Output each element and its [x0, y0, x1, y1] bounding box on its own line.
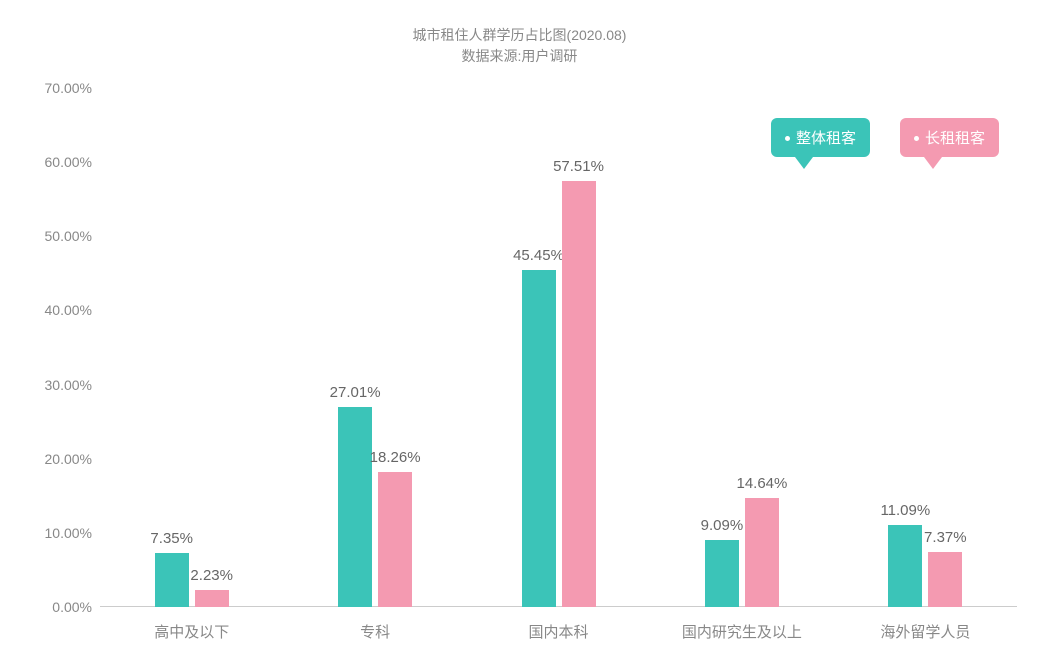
bar[interactable]: 9.09%: [705, 540, 739, 607]
bar-pair: 27.01%18.26%: [283, 88, 466, 607]
bar-group: 45.45%57.51%国内本科: [467, 88, 650, 607]
y-tick-label: 70.00%: [22, 80, 92, 96]
x-tick-label: 专科: [283, 621, 466, 642]
y-tick-label: 40.00%: [22, 302, 92, 318]
bar[interactable]: 2.23%: [195, 590, 229, 607]
x-tick-label: 高中及以下: [100, 621, 283, 642]
bar-value-label: 14.64%: [736, 475, 787, 492]
bar[interactable]: 7.37%: [928, 552, 962, 607]
x-tick-label: 海外留学人员: [834, 621, 1017, 642]
bar-value-label: 9.09%: [701, 517, 744, 534]
bar-value-label: 57.51%: [553, 158, 604, 175]
y-tick-label: 20.00%: [22, 451, 92, 467]
bar-groups: 7.35%2.23%高中及以下27.01%18.26%专科45.45%57.51…: [100, 88, 1017, 607]
bar-value-label: 45.45%: [513, 247, 564, 264]
y-tick-label: 30.00%: [22, 377, 92, 393]
bar[interactable]: 14.64%: [745, 498, 779, 607]
bar-pair: 45.45%57.51%: [467, 88, 650, 607]
bar-value-label: 7.37%: [924, 529, 967, 546]
bar[interactable]: 11.09%: [888, 525, 922, 607]
legend-item-overall[interactable]: 整体租客: [771, 118, 870, 157]
chart-subtitle: 数据来源:用户调研: [30, 46, 1009, 67]
legend-item-longterm[interactable]: 长租租客: [900, 118, 999, 157]
y-tick-label: 60.00%: [22, 154, 92, 170]
bar[interactable]: 7.35%: [155, 553, 189, 607]
legend-dot-icon: [914, 136, 919, 141]
bar-value-label: 7.35%: [150, 530, 193, 547]
bar-group: 7.35%2.23%高中及以下: [100, 88, 283, 607]
y-tick-label: 10.00%: [22, 525, 92, 541]
bar[interactable]: 45.45%: [522, 270, 556, 607]
legend: 整体租客 长租租客: [771, 118, 999, 157]
bar[interactable]: 27.01%: [338, 407, 372, 607]
x-tick-label: 国内研究生及以上: [650, 621, 833, 642]
bar[interactable]: 57.51%: [562, 181, 596, 607]
chart-container: 城市租住人群学历占比图(2020.08) 数据来源:用户调研 0.00%10.0…: [0, 0, 1039, 665]
bar-value-label: 27.01%: [330, 384, 381, 401]
bar-pair: 7.35%2.23%: [100, 88, 283, 607]
bar[interactable]: 18.26%: [378, 472, 412, 607]
y-tick-label: 0.00%: [22, 599, 92, 615]
plot-area: 0.00%10.00%20.00%30.00%40.00%50.00%60.00…: [100, 88, 1017, 607]
bar-value-label: 2.23%: [190, 567, 233, 584]
chart-title-block: 城市租住人群学历占比图(2020.08) 数据来源:用户调研: [30, 25, 1009, 67]
legend-label: 整体租客: [796, 130, 856, 147]
bar-value-label: 18.26%: [370, 449, 421, 466]
legend-dot-icon: [785, 136, 790, 141]
chart-title: 城市租住人群学历占比图(2020.08): [30, 25, 1009, 46]
bar-value-label: 11.09%: [880, 502, 930, 519]
x-tick-label: 国内本科: [467, 621, 650, 642]
legend-label: 长租租客: [925, 130, 985, 147]
bar-group: 27.01%18.26%专科: [283, 88, 466, 607]
y-tick-label: 50.00%: [22, 228, 92, 244]
